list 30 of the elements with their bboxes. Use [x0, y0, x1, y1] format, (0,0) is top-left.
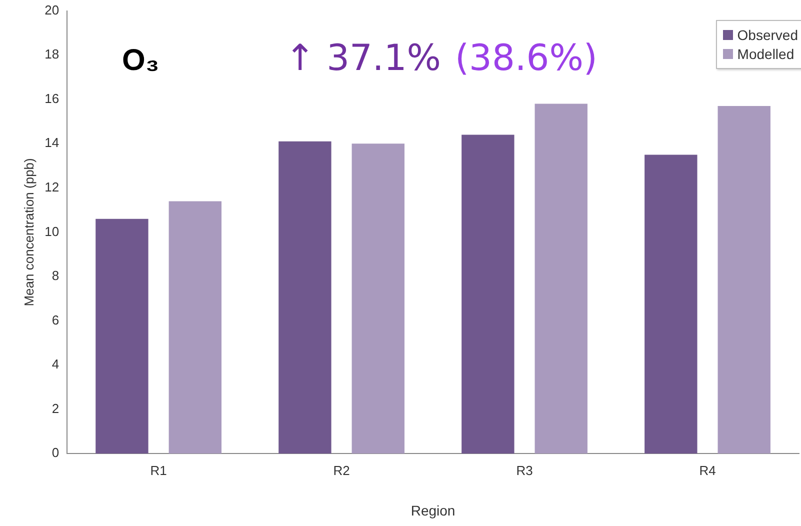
y-tick-label: 0 — [52, 445, 60, 460]
y-tick-label: 10 — [44, 224, 60, 239]
legend-label: Observed — [737, 27, 798, 43]
bar — [718, 106, 770, 454]
bar — [278, 141, 332, 454]
y-tick-label: 2 — [52, 400, 60, 416]
y-tick-label: 8 — [52, 268, 60, 284]
bar — [644, 154, 698, 454]
bar — [96, 218, 148, 454]
y-tick-label: 20 — [44, 2, 60, 18]
annotation: ↑ 37.1% — [285, 38, 441, 79]
annotation: O₃ — [122, 44, 160, 78]
x-tick-label: R4 — [699, 462, 716, 478]
y-tick-label: 6 — [52, 312, 60, 328]
x-tick-label: R1 — [150, 462, 167, 478]
legend-label: Modelled — [737, 46, 794, 62]
y-tick-label: 18 — [44, 46, 60, 62]
x-axis-title: Region — [410, 502, 456, 518]
annotation: (38.6%) — [455, 38, 598, 79]
x-tick-label: R2 — [333, 462, 350, 478]
bar — [352, 144, 404, 454]
y-axis-title: Mean concentration (ppb) — [21, 158, 36, 306]
y-tick-label: 16 — [44, 90, 60, 106]
y-tick-label: 14 — [44, 135, 60, 150]
y-tick-label: 12 — [44, 180, 60, 194]
bar — [534, 104, 588, 454]
bar — [462, 134, 514, 454]
bar — [168, 201, 222, 454]
x-tick-label: R3 — [516, 462, 533, 478]
y-tick-label: 4 — [52, 356, 60, 372]
